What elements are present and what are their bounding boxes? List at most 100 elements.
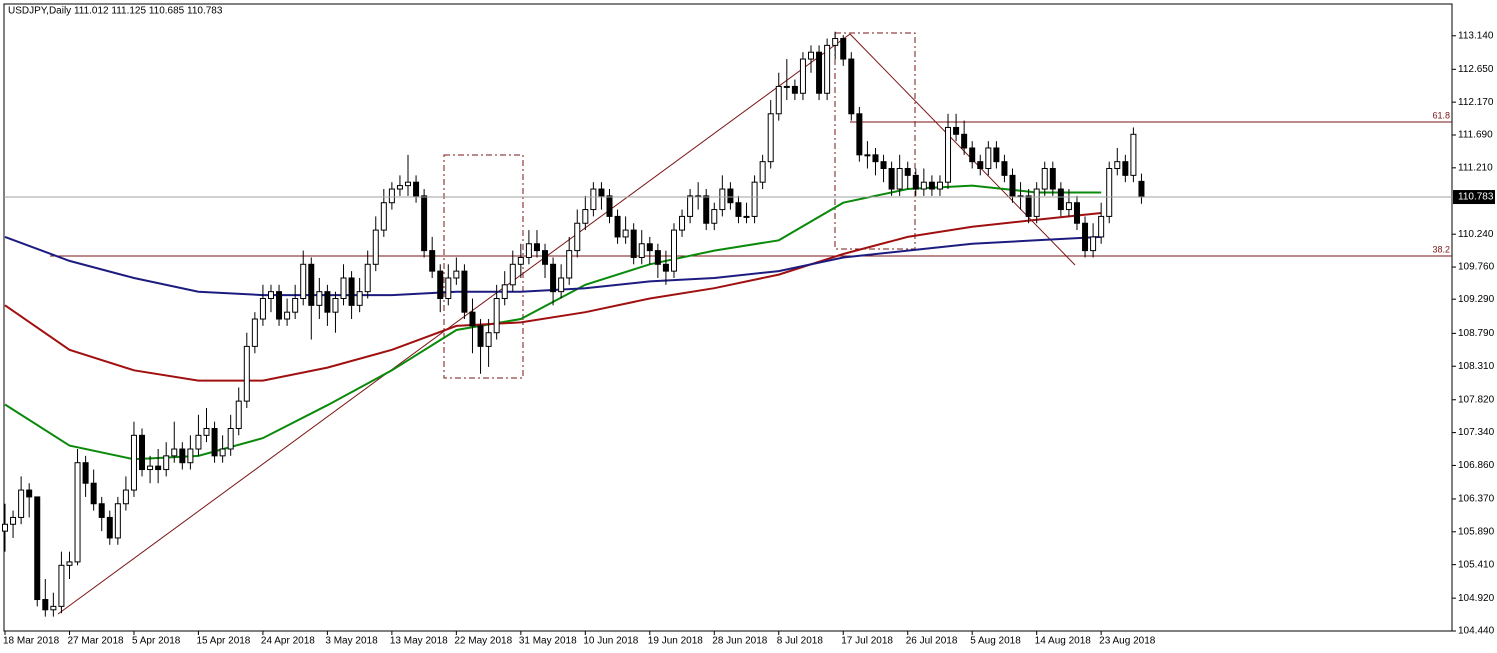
candle-body	[703, 195, 710, 224]
candle-body	[751, 181, 758, 217]
candle-body	[928, 181, 935, 190]
candle-body	[1098, 215, 1105, 238]
candle-body	[735, 202, 742, 217]
candle-body	[243, 345, 250, 402]
candle-body	[969, 147, 976, 163]
dashed-box	[834, 32, 916, 250]
candle-body	[332, 298, 339, 313]
candle-body	[469, 311, 476, 327]
last-price-box	[1453, 190, 1495, 205]
candle-body	[832, 38, 839, 46]
candle-body	[872, 154, 879, 163]
candle-body	[1073, 202, 1080, 224]
x-tick-label: 10 Jun 2018	[583, 636, 638, 647]
candle-body	[429, 250, 436, 272]
y-tick-label: 107.340	[1458, 427, 1495, 438]
candle-body	[211, 427, 218, 457]
x-tick-label: 15 Apr 2018	[196, 636, 250, 647]
candle-body	[122, 489, 129, 505]
candle-body	[864, 154, 871, 157]
candle-body	[26, 489, 33, 498]
candle-body	[622, 229, 629, 238]
candle-body	[219, 448, 226, 457]
candle-body	[598, 188, 605, 197]
candle-body	[590, 188, 597, 211]
candle-body	[711, 209, 718, 224]
candle-body	[1065, 202, 1072, 211]
candle-body	[1138, 180, 1145, 198]
candle-body	[10, 516, 17, 525]
candle-body	[646, 243, 653, 252]
candle-body	[139, 434, 146, 471]
candle-body	[477, 325, 484, 347]
candle-body	[775, 85, 782, 115]
candle-body	[574, 222, 581, 252]
x-tick-label: 13 May 2018	[390, 636, 448, 647]
candle-body	[1033, 188, 1040, 217]
y-tick-label: 108.310	[1458, 361, 1495, 372]
candle-body	[267, 291, 274, 300]
candle-body	[848, 58, 855, 115]
y-tick-label: 105.890	[1458, 526, 1495, 537]
candle-body	[388, 188, 395, 204]
trend-line	[57, 33, 851, 615]
candle-body	[461, 270, 468, 313]
candle-body	[2, 523, 8, 532]
candle-body	[179, 448, 186, 464]
candle-body	[98, 503, 105, 518]
candle-body	[163, 455, 170, 471]
candle-body	[936, 181, 943, 190]
candle-body	[356, 291, 363, 306]
candle-body	[1009, 174, 1016, 197]
candle-body	[888, 168, 895, 190]
candle-body	[808, 51, 814, 60]
x-tick-label: 24 Apr 2018	[261, 636, 315, 647]
candle-body	[509, 263, 516, 286]
candle-body	[558, 277, 565, 293]
candle-body	[251, 318, 258, 347]
candle-body	[308, 263, 315, 306]
candle-body	[582, 209, 589, 224]
candle-body	[525, 243, 532, 258]
trend-line	[849, 33, 1076, 266]
candle-body	[977, 161, 984, 170]
x-tick-label: 27 Mar 2018	[67, 636, 124, 647]
x-tick-label: 31 May 2018	[519, 636, 577, 647]
candle-body	[1122, 161, 1129, 176]
x-tick-label: 28 Jun 2018	[712, 636, 767, 647]
x-tick-label: 23 Aug 2018	[1099, 636, 1156, 647]
candle-body	[66, 561, 73, 566]
candle-body	[203, 427, 210, 436]
moving-average	[4, 212, 1102, 382]
candle-body	[719, 188, 726, 211]
candle-body	[816, 51, 823, 94]
candle-body	[687, 195, 694, 217]
candle-body	[945, 126, 952, 183]
last-price-label: 110.783	[1458, 192, 1494, 203]
y-tick-label: 113.140	[1458, 30, 1494, 41]
candle-body	[654, 250, 661, 265]
candle-body	[542, 250, 549, 265]
x-tick-label: 26 Jul 2018	[906, 636, 958, 647]
candle-body	[743, 215, 750, 218]
x-tick-label: 19 Jun 2018	[648, 636, 703, 647]
x-tick-label: 22 May 2018	[454, 636, 512, 647]
candle-body	[767, 113, 774, 163]
candle-body	[1001, 161, 1008, 176]
candle-body	[614, 215, 621, 238]
candle-body	[920, 181, 927, 190]
candle-body	[364, 263, 371, 293]
candles	[2, 31, 1145, 617]
candle-body	[550, 263, 557, 293]
candle-body	[171, 448, 178, 457]
candle-body	[445, 277, 452, 300]
fib-label: 61.8	[1432, 110, 1450, 120]
candle-body	[74, 462, 81, 563]
candle-body	[324, 291, 331, 313]
candle-body	[292, 298, 299, 313]
x-tick-label: 8 Jul 2018	[777, 636, 824, 647]
candle-body	[759, 161, 766, 183]
candle-body	[316, 291, 323, 306]
